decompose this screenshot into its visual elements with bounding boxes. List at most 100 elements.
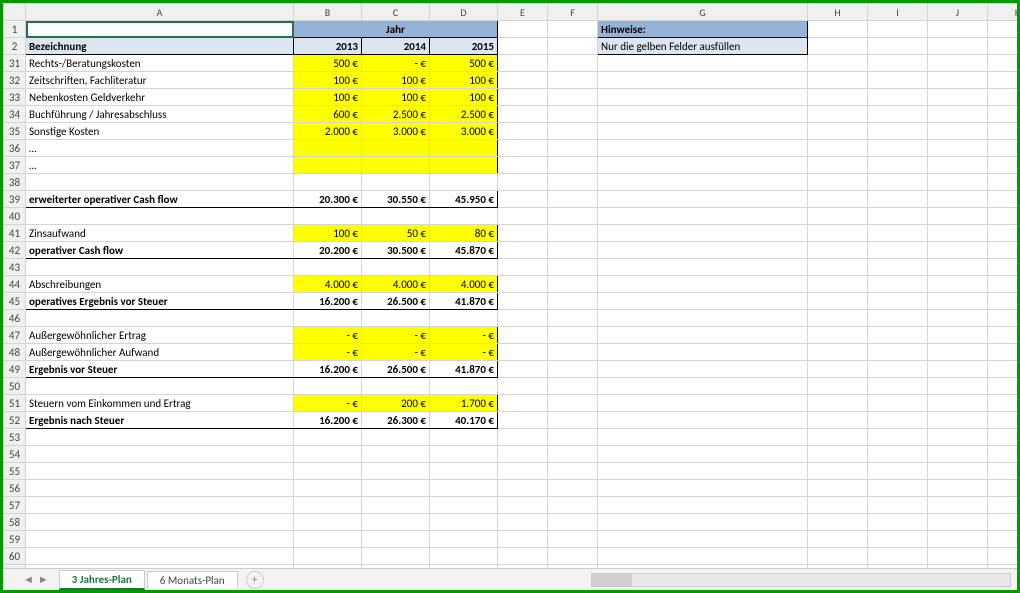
value-cell[interactable]: - € [294,395,362,412]
row-header[interactable]: 53 [4,429,26,446]
value-cell[interactable]: - € [430,344,498,361]
cell[interactable] [808,361,868,378]
cell[interactable] [928,140,988,157]
cell[interactable] [988,242,1018,259]
col-header[interactable]: A [26,4,294,21]
cell[interactable] [928,514,988,531]
cell[interactable] [988,395,1018,412]
cell[interactable] [808,514,868,531]
cell[interactable] [988,531,1018,548]
cell[interactable] [294,480,362,497]
value-cell[interactable]: 100 € [430,89,498,106]
value-cell[interactable]: 2.500 € [362,106,430,123]
value-cell[interactable] [430,140,498,157]
cell[interactable] [868,463,928,480]
row-header[interactable]: 34 [4,106,26,123]
cell[interactable] [430,531,498,548]
cell[interactable] [868,531,928,548]
cell[interactable] [988,259,1018,276]
cell[interactable] [808,531,868,548]
worksheet-grid[interactable]: A B C D E F G H I J K 1 Jahr Hinweise: 2… [3,3,1017,568]
cell[interactable] [26,531,294,548]
cell[interactable] [928,446,988,463]
row-header[interactable]: 37 [4,157,26,174]
cell[interactable] [988,344,1018,361]
cell[interactable] [868,174,928,191]
cell[interactable] [808,208,868,225]
cell[interactable] [868,395,928,412]
cell[interactable] [868,344,928,361]
row-header[interactable]: 57 [4,497,26,514]
cell[interactable] [928,463,988,480]
label-cell[interactable]: Sonstige Kosten [26,123,294,140]
col-header[interactable]: F [548,4,598,21]
cell[interactable] [430,463,498,480]
cell[interactable] [808,259,868,276]
cell[interactable] [988,55,1018,72]
cell[interactable] [498,293,548,310]
cell[interactable] [928,310,988,327]
cell[interactable] [362,514,430,531]
label-cell[interactable]: Außergewöhnlicher Aufwand [26,344,294,361]
cell[interactable] [808,378,868,395]
cell[interactable] [498,344,548,361]
cell[interactable] [928,106,988,123]
cell-A1[interactable] [26,21,294,38]
cell[interactable] [498,531,548,548]
label-cell[interactable]: Ergebnis vor Steuer [26,361,294,378]
cell[interactable] [598,276,808,293]
value-cell[interactable]: 100 € [294,225,362,242]
cell[interactable] [598,140,808,157]
cell[interactable] [808,140,868,157]
cell[interactable] [498,412,548,429]
value-cell[interactable]: 500 € [430,55,498,72]
cell[interactable] [928,157,988,174]
value-cell[interactable] [430,378,498,395]
row-header[interactable]: 43 [4,259,26,276]
value-cell[interactable] [362,157,430,174]
row-header[interactable]: 46 [4,310,26,327]
cell[interactable] [598,89,808,106]
row-header[interactable]: 52 [4,412,26,429]
row-header[interactable]: 49 [4,361,26,378]
cell[interactable] [498,225,548,242]
cell[interactable] [362,446,430,463]
cell[interactable] [548,395,598,412]
label-cell[interactable]: Außergewöhnlicher Ertrag [26,327,294,344]
cell[interactable] [988,548,1018,565]
value-cell[interactable] [430,310,498,327]
cell[interactable] [548,242,598,259]
hinweise-text[interactable]: Nur die gelben Felder ausfüllen [598,38,808,55]
col-header[interactable]: G [598,4,808,21]
label-cell[interactable]: Steuern vom Einkommen und Ertrag [26,395,294,412]
value-cell[interactable] [362,140,430,157]
cell[interactable] [598,327,808,344]
cell[interactable] [598,480,808,497]
value-cell[interactable] [430,157,498,174]
label-cell[interactable]: Nebenkosten Geldverkehr [26,89,294,106]
add-sheet-button[interactable]: + [246,571,264,589]
value-cell[interactable] [362,174,430,191]
cell[interactable] [808,276,868,293]
cell[interactable] [498,378,548,395]
cell[interactable] [868,106,928,123]
cell[interactable] [548,480,598,497]
cell[interactable] [808,89,868,106]
value-cell[interactable]: 26.300 € [362,412,430,429]
cell[interactable] [548,463,598,480]
cell[interactable] [362,463,430,480]
row-header[interactable]: 58 [4,514,26,531]
cell[interactable] [362,480,430,497]
cell[interactable] [928,395,988,412]
row-header[interactable]: 42 [4,242,26,259]
cell[interactable] [498,327,548,344]
cell[interactable] [988,480,1018,497]
cell[interactable] [868,276,928,293]
cell[interactable] [26,446,294,463]
cell[interactable] [808,106,868,123]
cell[interactable] [294,463,362,480]
col-header[interactable]: D [430,4,498,21]
cell[interactable] [808,395,868,412]
label-cell[interactable]: Zinsaufwand [26,225,294,242]
row-header[interactable]: 36 [4,140,26,157]
